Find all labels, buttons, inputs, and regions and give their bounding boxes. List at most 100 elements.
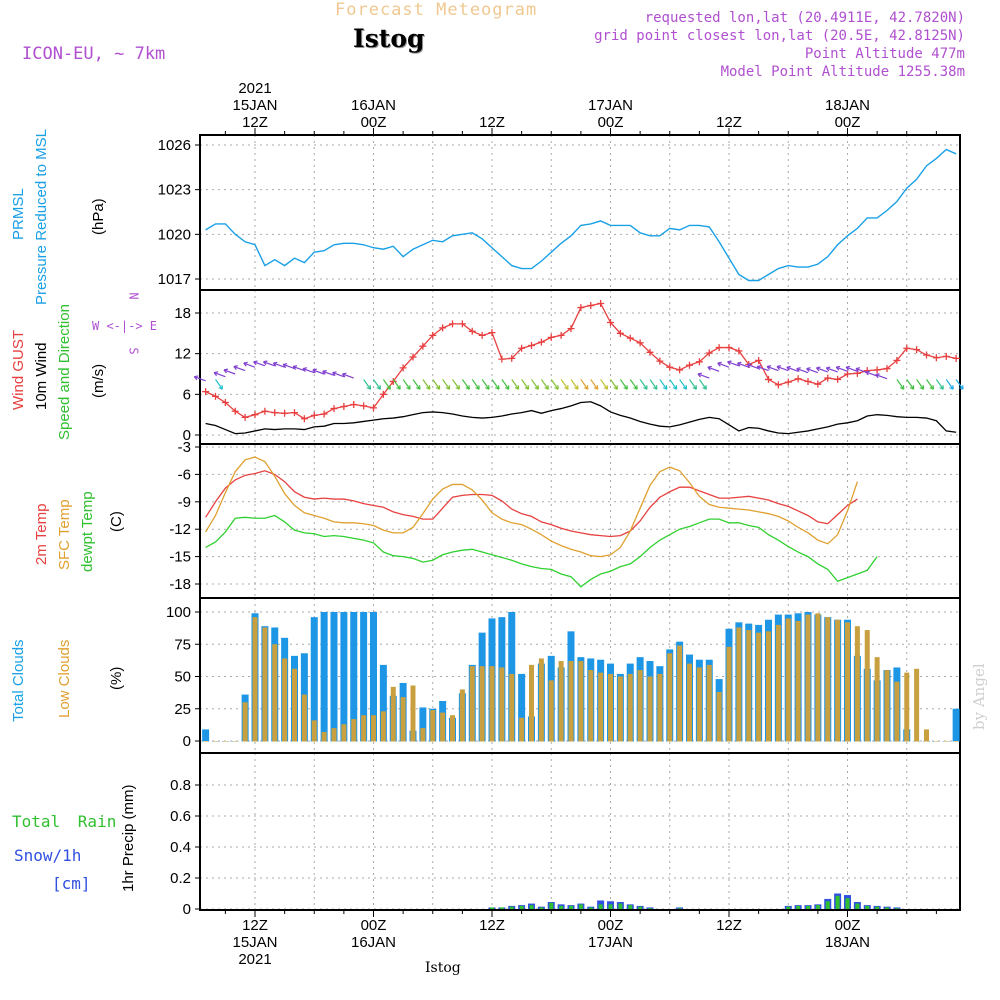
gust-marker: [340, 403, 348, 411]
wind-direction-arrow: [273, 362, 285, 368]
gust-marker: [261, 407, 269, 415]
low-cloud-bar: [914, 668, 920, 742]
wind-direction-arrow: [916, 379, 924, 390]
low-cloud-bar: [667, 653, 673, 742]
total-cloud-bar: [310, 617, 318, 742]
wind-direction-arrow: [570, 379, 579, 390]
gust-marker: [695, 358, 703, 366]
gust-marker: [528, 342, 535, 350]
gust-marker: [399, 364, 407, 372]
low-cloud-bar: [726, 646, 732, 742]
low-cloud-bar: [430, 710, 436, 742]
low-cloud-bar: [252, 617, 258, 742]
wind-direction-head: [623, 385, 628, 390]
wind-direction-head: [652, 385, 658, 390]
low-cloud-bar: [222, 741, 228, 742]
wind-direction-head: [312, 368, 317, 374]
wind-direction-arrow: [826, 367, 838, 373]
wind-direction-head: [643, 385, 648, 390]
wind-direction-head: [302, 367, 308, 373]
wind-direction-head: [796, 367, 801, 373]
wind-direction-arrow: [896, 379, 905, 390]
model-label: ICON-EU, ~ 7km: [22, 44, 166, 64]
y-tick-label: -9: [178, 494, 191, 511]
gust-marker: [419, 342, 427, 350]
y-tick-label: 6: [183, 386, 191, 403]
low-cloud-bar: [538, 658, 544, 742]
temp-dewpt-line: [205, 514, 878, 588]
time-label-top: 15JAN: [232, 97, 277, 114]
wind-direction-arrow: [521, 379, 529, 390]
y-tick-label: 1020: [158, 226, 191, 243]
wind-direction-arrow: [501, 379, 510, 390]
low-cloud-bar: [390, 686, 396, 742]
wind-direction-arrow: [619, 379, 628, 390]
low-cloud-bar: [756, 632, 762, 742]
low-cloud-bar: [884, 670, 890, 742]
wind-direction-arrow: [757, 365, 769, 372]
wind-direction-arrow: [875, 374, 888, 380]
wind-direction-head: [213, 371, 219, 377]
wind-direction-arrow: [402, 379, 411, 390]
gust-marker: [913, 346, 921, 354]
gridpoint-location: grid point closest lon,lat (20.5E, 42.81…: [594, 28, 965, 44]
wind-direction-head: [554, 385, 559, 390]
wind-direction-arrow: [243, 362, 256, 368]
low-cloud-bar: [479, 666, 485, 742]
y-tick-label: 0.2: [170, 870, 191, 887]
low-cloud-bar: [815, 613, 821, 742]
low-cloud-bar: [716, 691, 722, 742]
gust-line: [205, 302, 957, 420]
gust-marker: [774, 381, 782, 389]
wind-direction-head: [717, 361, 722, 367]
wind-direction-head: [475, 385, 480, 390]
y-tick-label: 1017: [158, 271, 191, 288]
wind-direction-arrow: [194, 376, 206, 382]
product-title: Forecast Meteogram: [335, 0, 538, 20]
wind-direction-head: [583, 385, 589, 390]
wind-direction-head: [835, 365, 841, 371]
y-tick-label: -18: [169, 576, 191, 593]
wind-direction-head: [919, 385, 925, 390]
gust-marker: [379, 390, 387, 398]
wind-direction-arrow: [707, 366, 720, 372]
total-cloud-bar: [320, 612, 328, 742]
time-label-bottom: 12Z: [242, 917, 268, 934]
y-tick-label: 0.4: [170, 839, 191, 856]
low-cloud-bar: [331, 728, 337, 742]
wind-direction-head: [806, 367, 811, 373]
low-cloud-bar: [706, 664, 712, 742]
total-cloud-bar: [518, 673, 526, 742]
time-label-bottom: 00Z: [598, 917, 624, 934]
gust-marker: [784, 378, 792, 386]
low-cloud-bar: [627, 673, 633, 742]
gust-marker: [715, 344, 723, 352]
rain-bar: [885, 907, 889, 909]
gust-marker: [577, 304, 585, 312]
wind-direction-head: [504, 385, 510, 390]
y-tick-label: 0: [183, 901, 191, 918]
total-cloud-bar: [370, 612, 377, 742]
gust-marker: [794, 375, 802, 383]
gust-marker: [666, 363, 674, 371]
low-cloud-bar: [736, 627, 742, 742]
gust-marker: [844, 370, 851, 378]
temp-sfc-line: [205, 456, 858, 558]
total-cloud-bar: [379, 664, 387, 742]
wind-direction-head: [332, 371, 337, 377]
low-cloud-bar: [410, 685, 416, 742]
low-cloud-bar: [766, 631, 771, 742]
wind-direction-arrow: [717, 362, 730, 368]
total-cloud-bar: [360, 612, 368, 742]
panel-frame: [199, 752, 961, 911]
wind-direction-arrow: [292, 365, 305, 372]
wind-direction-arrow: [906, 379, 915, 390]
rain-bar: [539, 907, 544, 909]
low-cloud-bar: [301, 694, 307, 742]
wind-direction-head: [959, 385, 964, 390]
wind-direction-head: [564, 385, 569, 390]
y-tick-label: -6: [178, 466, 191, 483]
low-cloud-bar: [450, 715, 455, 742]
wind-direction-arrow: [263, 361, 275, 367]
time-label-top: 17JAN: [588, 97, 633, 114]
